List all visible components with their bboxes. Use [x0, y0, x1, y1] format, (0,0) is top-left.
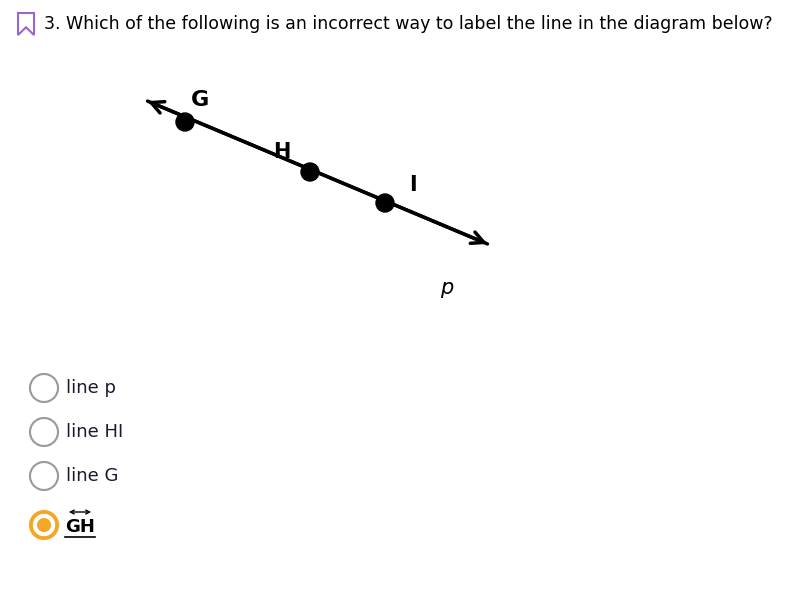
Text: line p: line p — [66, 379, 116, 397]
Circle shape — [301, 163, 319, 181]
Text: H: H — [273, 142, 290, 162]
Circle shape — [30, 462, 58, 490]
Circle shape — [376, 194, 394, 212]
Text: line HI: line HI — [66, 423, 123, 441]
Circle shape — [38, 519, 50, 531]
Circle shape — [30, 511, 58, 539]
Circle shape — [30, 418, 58, 446]
Circle shape — [176, 113, 194, 131]
Text: I: I — [409, 175, 417, 195]
Text: line G: line G — [66, 467, 118, 485]
Text: G: G — [191, 90, 209, 110]
Circle shape — [33, 515, 54, 535]
Text: p: p — [440, 278, 453, 298]
Circle shape — [30, 374, 58, 402]
Text: GH: GH — [65, 518, 95, 536]
Text: 3. Which of the following is an incorrect way to label the line in the diagram b: 3. Which of the following is an incorrec… — [44, 15, 772, 33]
